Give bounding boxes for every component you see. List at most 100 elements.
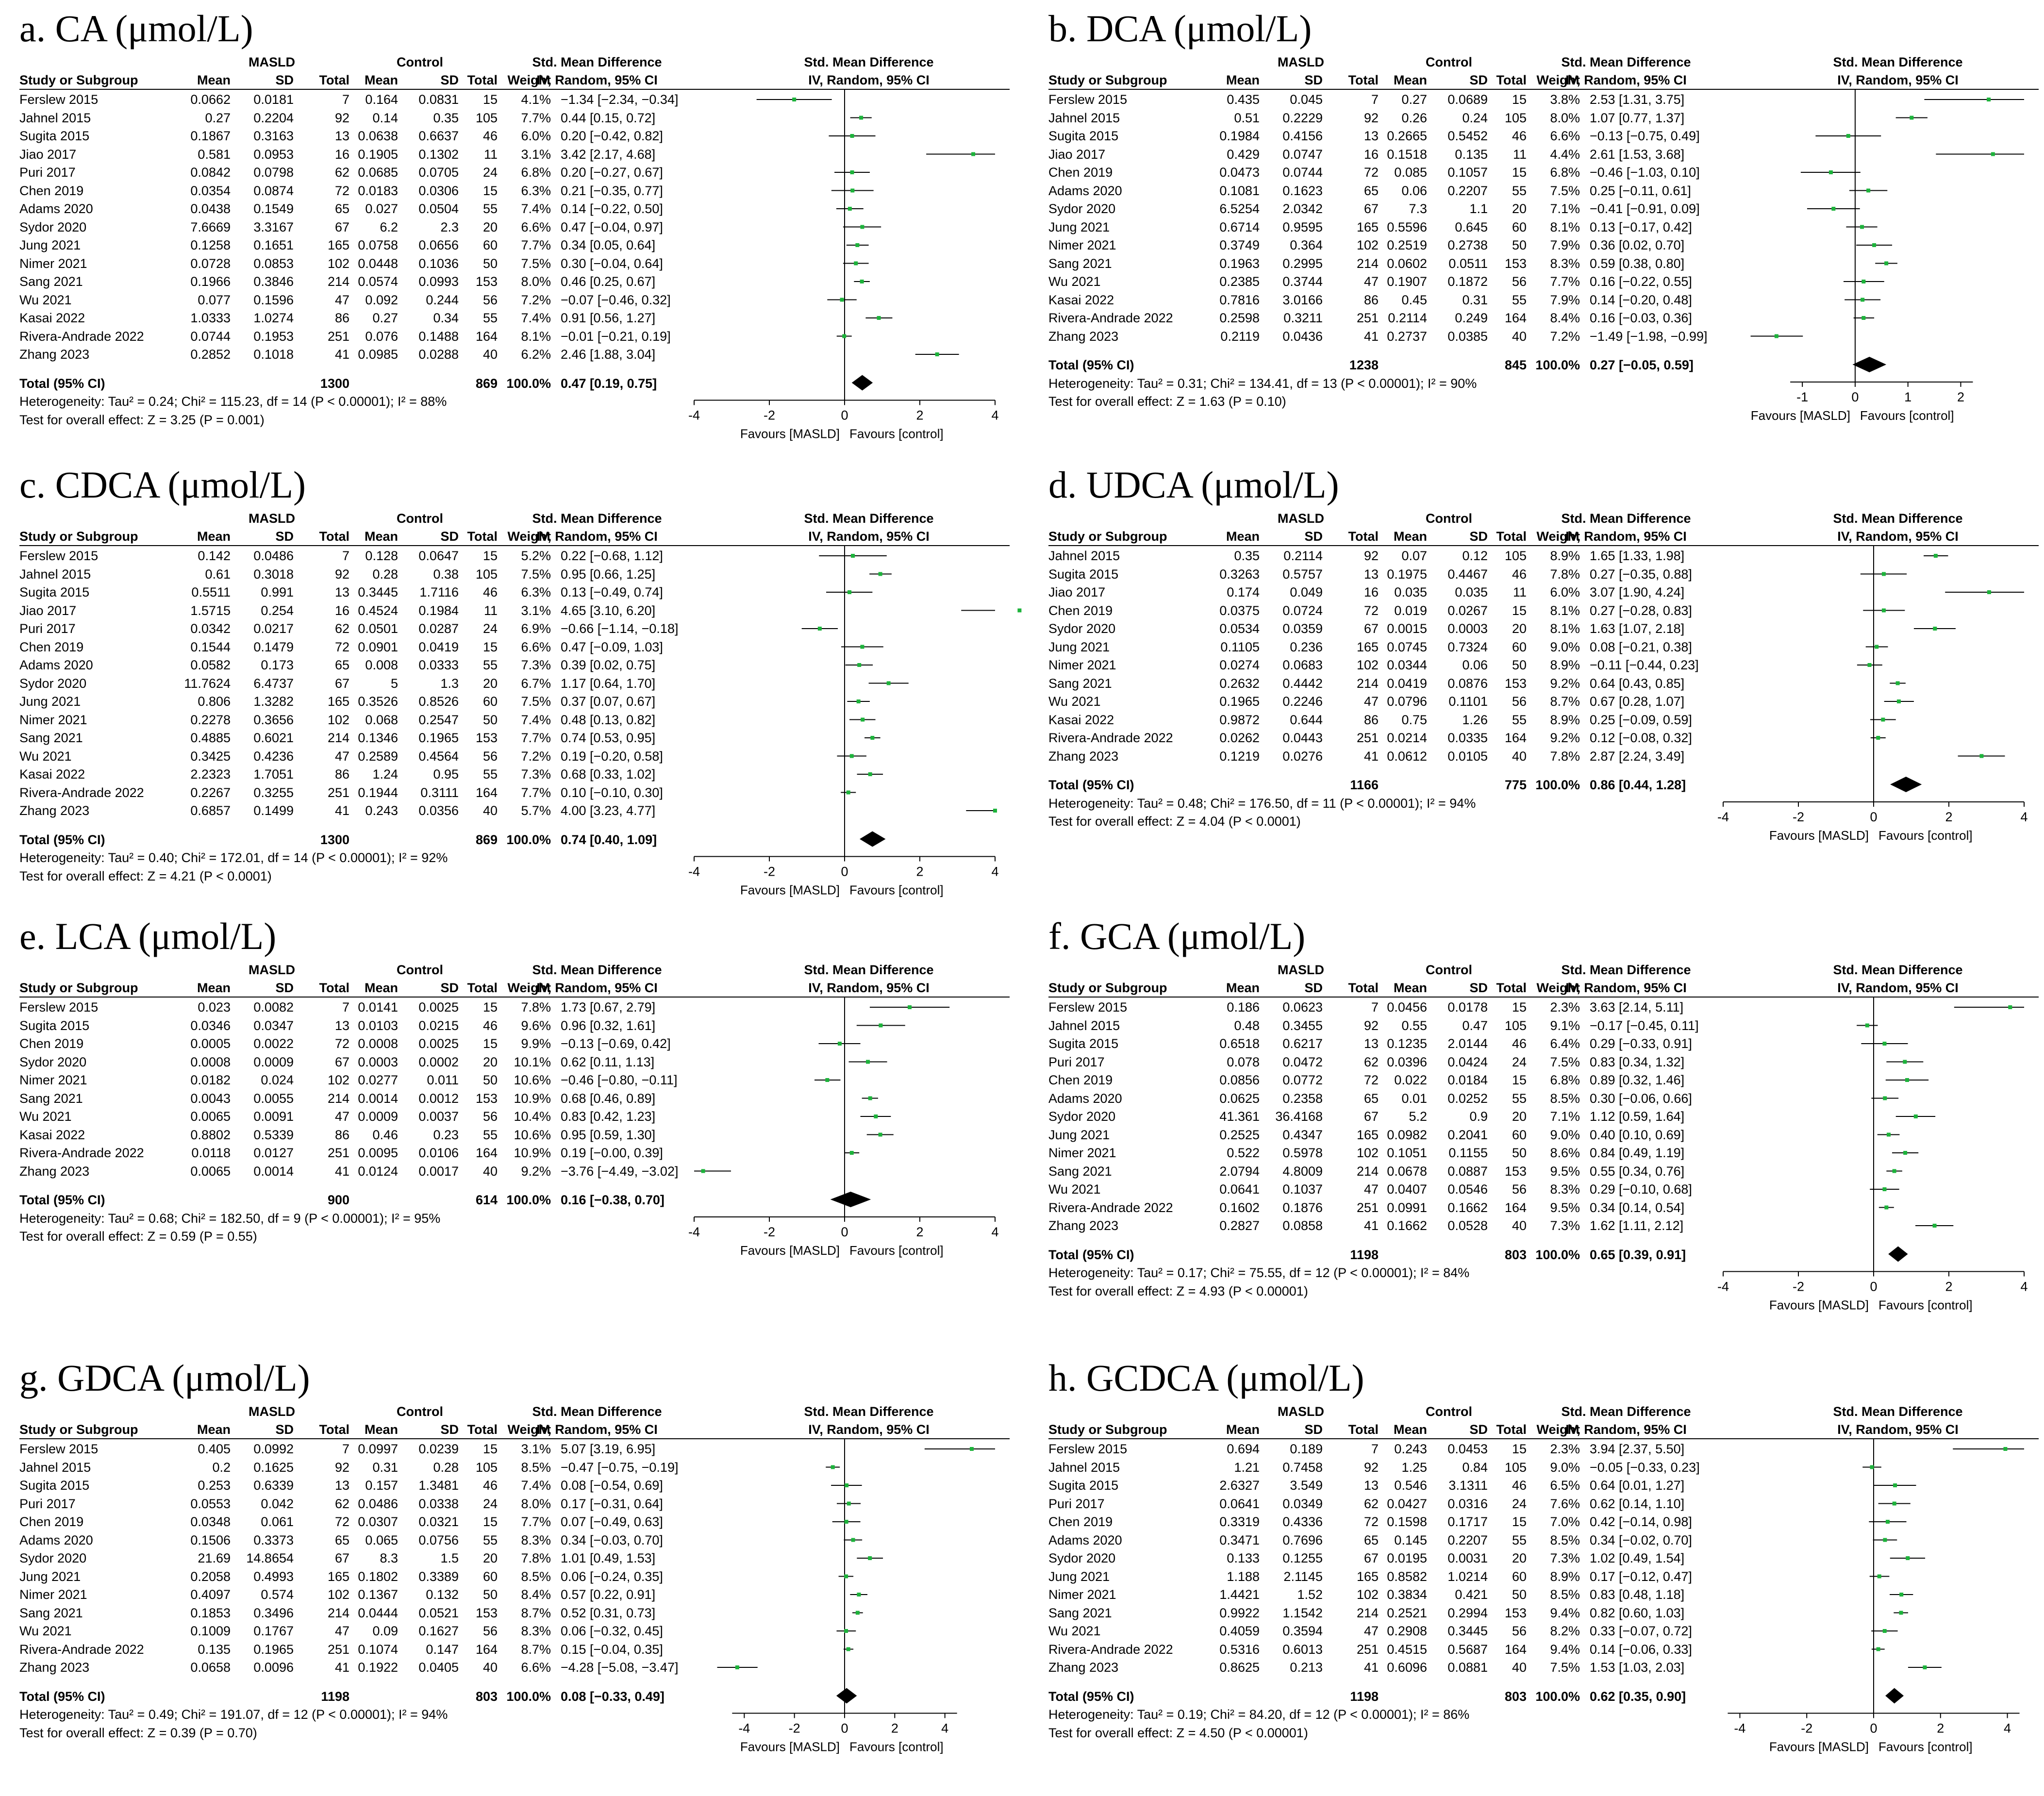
study-name: Jiao 2017 bbox=[1048, 147, 1106, 162]
effect-marker bbox=[1846, 134, 1850, 138]
ci-text: −0.46 [−0.80, −0.11] bbox=[561, 1073, 678, 1087]
sd-2: 0.0705 bbox=[418, 165, 459, 180]
weight: 8.7% bbox=[1550, 694, 1580, 709]
mean-1: 0.0553 bbox=[190, 1496, 231, 1511]
divider bbox=[1048, 997, 2039, 998]
forest-panel: a. CA (μmol/L) MASLD Control Std. Mean Diff… bbox=[19, 10, 1034, 447]
sd-2: 0.0335 bbox=[1447, 731, 1488, 745]
study-name: Ferslew 2015 bbox=[19, 1000, 99, 1014]
effect-marker bbox=[1896, 699, 1901, 703]
ci-text: 0.33 [−0.07, 0.72] bbox=[1590, 1624, 1692, 1638]
sd-1: 0.0874 bbox=[253, 183, 294, 198]
col-weight: Weight bbox=[1536, 73, 1580, 87]
total-1: 251 bbox=[327, 1642, 349, 1657]
ci-text: 1.12 [0.59, 1.64] bbox=[1590, 1109, 1685, 1124]
overall-effect-text: Test for overall effect: Z = 4.21 (P < 0… bbox=[19, 868, 272, 883]
ci-text: 0.34 [−0.02, 0.70] bbox=[1590, 1532, 1692, 1547]
total-2: 46 bbox=[482, 1478, 498, 1493]
ci-text: −4.28 [−5.08, −3.47] bbox=[561, 1660, 679, 1675]
effect-marker bbox=[1933, 627, 1937, 631]
group2-header: Control bbox=[1426, 511, 1472, 526]
group2-header: Control bbox=[397, 511, 443, 526]
total-2: 46 bbox=[482, 129, 498, 143]
mean-2: 0.0758 bbox=[358, 238, 398, 252]
col-study: Study or Subgroup bbox=[19, 529, 138, 544]
effect-marker bbox=[1892, 1169, 1896, 1173]
total-2: 60 bbox=[1512, 1569, 1527, 1584]
mean-1: 0.133 bbox=[1227, 1551, 1260, 1565]
sd-2: 0.7324 bbox=[1447, 639, 1488, 654]
sd-1: 0.3373 bbox=[253, 1532, 294, 1547]
sd-2: 0.1036 bbox=[418, 256, 459, 271]
sd-1: 0.0724 bbox=[1282, 603, 1323, 618]
mean-1: 0.581 bbox=[198, 147, 231, 162]
ci-text: 2.53 [1.31, 3.75] bbox=[1590, 92, 1685, 107]
effect-marker bbox=[1887, 1132, 1891, 1137]
mean-1: 0.2525 bbox=[1219, 1127, 1260, 1142]
total-2: 164 bbox=[475, 1642, 498, 1657]
total-label: Total (95% CI) bbox=[19, 1193, 105, 1207]
effect-marker bbox=[1828, 170, 1833, 174]
mean-2: 0.0307 bbox=[358, 1514, 398, 1529]
mean-2: 0.068 bbox=[365, 712, 398, 727]
study-name: Zhang 2023 bbox=[1048, 1660, 1119, 1675]
total-1: 7 bbox=[1371, 1000, 1379, 1014]
sd-1: 0.0992 bbox=[253, 1442, 294, 1456]
plot-method: IV, Random, 95% CI bbox=[808, 1422, 930, 1437]
ci-text: 0.67 [0.28, 1.07] bbox=[1590, 694, 1685, 709]
weight: 7.7% bbox=[1550, 274, 1580, 289]
mean-2: 0.0982 bbox=[1387, 1127, 1427, 1142]
sd-2: 0.0876 bbox=[1447, 676, 1488, 691]
effect-marker bbox=[848, 590, 852, 594]
study-name: Chen 2019 bbox=[1048, 1514, 1113, 1529]
total-2: 56 bbox=[1512, 694, 1527, 709]
heterogeneity-text: Heterogeneity: Tau² = 0.31; Chi² = 134.4… bbox=[1048, 376, 1477, 391]
weight: 8.3% bbox=[521, 1532, 551, 1547]
col-total-1: Total bbox=[319, 981, 350, 995]
weight: 7.4% bbox=[521, 1478, 551, 1493]
mean-1: 0.7816 bbox=[1219, 292, 1260, 307]
panel-title: g. GDCA (μmol/L) bbox=[19, 1357, 310, 1399]
total-2: 11 bbox=[1512, 147, 1527, 162]
weight: 6.6% bbox=[521, 1660, 551, 1675]
sd-2: 1.7116 bbox=[419, 585, 459, 599]
total-2: 55 bbox=[1512, 292, 1527, 307]
total-2: 153 bbox=[475, 1091, 498, 1106]
effect-marker bbox=[851, 1538, 855, 1542]
ci-text: −1.49 [−1.98, −0.99] bbox=[1590, 329, 1708, 344]
mean-1: 0.077 bbox=[198, 292, 231, 307]
total-1: 62 bbox=[334, 621, 349, 636]
effect-marker bbox=[1861, 316, 1866, 320]
divider bbox=[1048, 1438, 2039, 1439]
total-2: 15 bbox=[482, 549, 498, 563]
weight: 7.5% bbox=[1550, 1054, 1580, 1069]
mean-1: 0.0582 bbox=[190, 658, 231, 672]
x-tick-label: -1 bbox=[1796, 390, 1808, 404]
effect-marker bbox=[1774, 334, 1778, 338]
study-name: Kasai 2022 bbox=[19, 311, 85, 325]
total-1: 102 bbox=[1356, 658, 1379, 672]
weight: 7.7% bbox=[521, 785, 551, 800]
sd-1: 0.1499 bbox=[253, 803, 294, 818]
total-2: 24 bbox=[1512, 1054, 1527, 1069]
ci-text: 0.68 [0.46, 0.89] bbox=[561, 1091, 656, 1106]
ci-text: 0.74 [0.53, 0.95] bbox=[561, 731, 656, 745]
study-name: Chen 2019 bbox=[19, 639, 84, 654]
ci-text: 0.40 [0.10, 0.69] bbox=[1590, 1127, 1685, 1142]
plot-header: Std. Mean Difference bbox=[1833, 963, 1963, 977]
sd-2: 0.0504 bbox=[418, 201, 459, 216]
col-total-2: Total bbox=[1496, 73, 1527, 87]
total-1: 41 bbox=[334, 1660, 349, 1675]
ci-text: 0.07 [−0.49, 0.63] bbox=[561, 1514, 663, 1529]
total-1: 16 bbox=[1363, 585, 1379, 599]
sd-2: 0.0521 bbox=[418, 1605, 459, 1620]
study-name: Jahnel 2015 bbox=[19, 110, 91, 125]
weight: 7.8% bbox=[521, 1551, 551, 1565]
plot-header: Std. Mean Difference bbox=[804, 511, 934, 526]
col-weight: Weight bbox=[507, 981, 551, 995]
study-name: Sydor 2020 bbox=[19, 1054, 87, 1069]
total-1: 47 bbox=[334, 1109, 349, 1124]
mean-1: 0.0065 bbox=[190, 1109, 231, 1124]
total-2: 153 bbox=[1504, 256, 1527, 271]
sd-2: 0.2041 bbox=[1447, 1127, 1488, 1142]
